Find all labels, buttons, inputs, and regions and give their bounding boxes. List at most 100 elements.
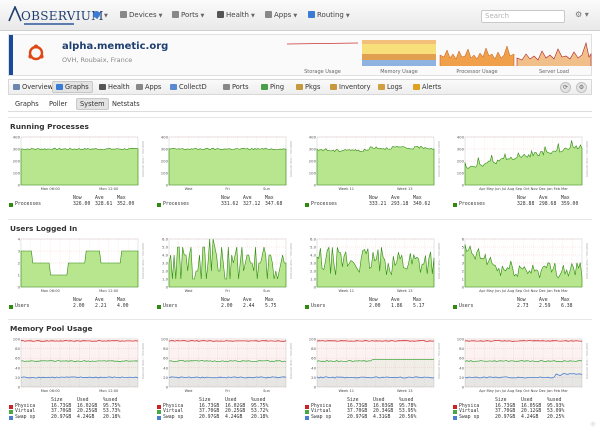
legend-column-header: Now xyxy=(73,196,82,201)
series-area xyxy=(20,250,139,288)
tab-apps[interactable]: Apps xyxy=(136,83,161,91)
minigraph-memory[interactable]: Memory Usage xyxy=(361,37,437,75)
subtab-graphs[interactable]: Graphs xyxy=(15,100,39,108)
tab-alerts[interactable]: Alerts xyxy=(413,83,441,91)
logs-icon xyxy=(378,84,385,90)
nav-health-menu[interactable]: Health ▼ xyxy=(217,11,255,23)
nav-devices-menu[interactable]: Devices ▼ xyxy=(120,11,162,23)
y-tick-label: 5.0 xyxy=(310,245,317,250)
nav-apps-menu[interactable]: Apps ▼ xyxy=(265,11,297,23)
tab-ping[interactable]: Ping xyxy=(261,83,284,91)
y-tick-label: 1 xyxy=(18,273,21,278)
tab-logs[interactable]: Logs xyxy=(378,83,402,91)
series-area xyxy=(464,244,583,288)
y-tick-label: 0 xyxy=(462,285,465,290)
legend-column-header: Max xyxy=(265,196,274,201)
legend-value: 95.75% xyxy=(103,403,121,409)
y-tick-label: 4 xyxy=(462,253,465,258)
y-tick-label: 300 xyxy=(457,147,465,152)
x-tick-label: Mon 12:00 xyxy=(99,289,119,293)
tab-overview[interactable]: Overview xyxy=(13,83,53,91)
subtab-poller[interactable]: Poller xyxy=(49,100,68,108)
search-input[interactable]: Search xyxy=(481,10,565,23)
graph-legend: Now Ave Max Users 2.00 2.21 4.00 xyxy=(9,298,146,309)
minigraph-storage[interactable]: Storage Usage xyxy=(285,37,360,75)
legend-column-header: Used xyxy=(521,398,533,403)
tab-pkgs[interactable]: Pkgs xyxy=(296,83,320,91)
legend-swatch xyxy=(157,304,161,309)
y-tick-label: 0 xyxy=(314,285,317,290)
minigraph-load[interactable]: Server Load xyxy=(516,37,592,75)
rrdtool-watermark: RRDTOOL / TOBI OETIKER xyxy=(289,343,293,379)
y-tick-label: 2.0 xyxy=(162,269,169,274)
legend-value: 20.97GB xyxy=(347,414,368,420)
legend-series-name: Processes xyxy=(459,201,485,207)
subtab-netstats[interactable]: Netstats xyxy=(112,100,140,108)
y-tick-label: 80 xyxy=(15,346,20,351)
x-tick-label: Fri xyxy=(225,187,229,191)
y-tick-label: 6.0 xyxy=(162,237,169,242)
legend-row: Processes 326.00 328.61 352.00 xyxy=(9,202,146,208)
y-tick-label: 2 xyxy=(18,261,21,266)
legend-column-header: Max xyxy=(561,196,570,201)
nav-routing-menu[interactable]: Routing ▼ xyxy=(308,11,350,23)
subtab-system[interactable]: System xyxy=(76,98,109,110)
legend-column-header: Now xyxy=(73,298,82,303)
legend-swatch xyxy=(305,202,309,207)
legend-value: 95.93% xyxy=(547,403,565,409)
tab-health[interactable]: Health xyxy=(99,83,130,91)
settings-icon[interactable]: ⚙ xyxy=(576,82,587,93)
legend-column-header: Now xyxy=(369,298,378,303)
legend-column-header: Max xyxy=(413,298,422,303)
device-hostname[interactable]: alpha.memetic.org xyxy=(62,41,169,52)
graph-subtab-bar: Graphs Poller System Netstats xyxy=(8,97,592,112)
legend-column-header: Ave xyxy=(391,298,400,303)
minigraph-processor[interactable]: Processor Usage xyxy=(439,37,515,75)
legend-header: Now Ave Max xyxy=(9,298,146,304)
nav-globe-menu[interactable]: ▼ xyxy=(93,11,108,23)
nav-ports-menu[interactable]: Ports ▼ xyxy=(172,11,204,23)
tab-collectd[interactable]: CollectD xyxy=(170,83,207,91)
legend-swatch xyxy=(9,415,13,420)
legend-column-header: Size xyxy=(199,398,211,403)
legend-row: Swap sp 20.97GB 4.24GB 20.18% xyxy=(157,415,294,421)
tab-graphs[interactable]: Graphs xyxy=(52,81,93,93)
legend-value: 16.73GB xyxy=(495,403,516,409)
y-tick-label: 4.0 xyxy=(310,253,317,258)
y-tick-label: 400 xyxy=(309,135,317,140)
chevron-down-icon: ▼ xyxy=(104,13,108,19)
globe-icon xyxy=(93,11,100,18)
legend-row: Users 2.00 1.86 5.17 xyxy=(305,304,442,310)
overview-icon xyxy=(13,84,20,90)
health-icon xyxy=(99,84,106,90)
top-navbar: OBSERVIUM ▼ Devices ▼ Ports ▼ Health ▼ Apps… xyxy=(0,0,600,31)
y-tick-label: 3.0 xyxy=(162,261,169,266)
legend-value: 37.70GB xyxy=(199,409,220,415)
legend-column-header: Size xyxy=(495,398,507,403)
legend-series-name: Users xyxy=(163,303,178,309)
tab-label: Alerts xyxy=(422,83,442,91)
tab-ports[interactable]: Ports xyxy=(223,83,249,91)
logo-text: OBSERVIUM xyxy=(21,9,104,23)
minigraph-caption: Server Load xyxy=(539,69,569,75)
legend-value: 347.68 xyxy=(265,201,283,207)
legend-value: 333.21 xyxy=(369,201,387,207)
legend-value: 20.34GB xyxy=(373,409,394,415)
series-line xyxy=(168,376,287,379)
x-tick-label: Fri xyxy=(225,289,229,293)
section-title-memory-pool-usage: Memory Pool Usage xyxy=(10,324,93,333)
tab-inventory[interactable]: Inventory xyxy=(330,83,371,91)
series-line xyxy=(21,360,139,363)
legend-value: 293.18 xyxy=(391,201,409,207)
tab-label: Graphs xyxy=(65,83,89,91)
y-tick-label: 0 xyxy=(166,385,169,390)
legend-column-header: Ave xyxy=(95,196,104,201)
legend-column-header: Ave xyxy=(539,196,548,201)
refresh-icon[interactable]: ⟳ xyxy=(560,82,571,93)
observium-logo[interactable]: OBSERVIUM xyxy=(8,4,103,28)
tab-label: Ports xyxy=(232,83,249,91)
series-line xyxy=(20,376,139,379)
gear-icon[interactable]: ⚙ ▾ xyxy=(575,10,589,19)
y-tick-label: 300 xyxy=(309,147,317,152)
device-tab-bar: Overview Graphs Health Apps CollectD Por… xyxy=(8,79,592,95)
